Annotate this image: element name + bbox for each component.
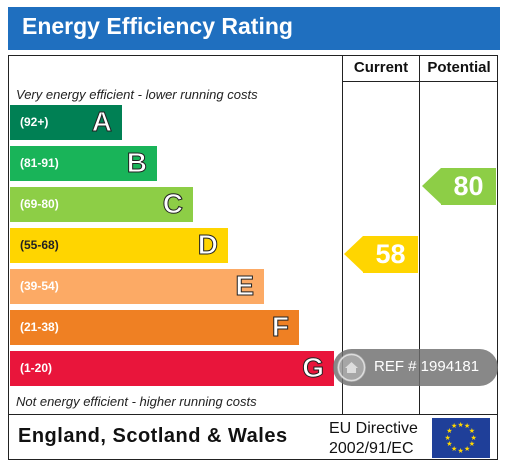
bottom-note: Not energy efficient - higher running co… — [16, 394, 257, 409]
eu-star-icon: ★ — [451, 423, 458, 431]
band-range: (92+) — [20, 115, 49, 129]
eu-star-icon: ★ — [444, 434, 451, 442]
band-range: (1-20) — [20, 361, 53, 375]
band-range: (55-68) — [20, 238, 59, 252]
band-letter: C — [162, 188, 183, 220]
eu-star-icon: ★ — [464, 445, 471, 453]
eu-star-icon: ★ — [464, 423, 471, 431]
band-g: (1-20) G — [10, 351, 334, 386]
band-d: (55-68) D — [10, 228, 228, 263]
directive-line-2: 2002/91/EC — [329, 440, 414, 457]
band-b: (81-91) B — [10, 146, 157, 181]
current-rating-value: 58 — [375, 239, 406, 269]
band-range: (21-38) — [20, 320, 59, 334]
band-e: (39-54) E — [10, 269, 264, 304]
current-rating-arrow: 58 — [344, 236, 418, 273]
band-range: (69-80) — [20, 197, 59, 211]
band-range: (81-91) — [20, 156, 59, 170]
band-letter: G — [302, 352, 325, 384]
band-letter: D — [197, 229, 218, 261]
band-c: (69-80) C — [10, 187, 193, 222]
potential-column-header: Potential — [427, 59, 491, 76]
eu-star-icon: ★ — [468, 441, 476, 448]
directive-line-1: EU Directive — [329, 420, 418, 437]
current-rating-fill — [363, 236, 418, 273]
eu-star-icon: ★ — [468, 428, 476, 435]
footer-divider — [8, 414, 498, 415]
header-divider — [342, 81, 498, 82]
title-bar: Energy Efficiency Rating — [8, 7, 500, 50]
eu-star-icon: ★ — [451, 445, 458, 453]
eu-star-icon: ★ — [446, 428, 453, 435]
band-letter: F — [271, 311, 289, 343]
eu-star-icon: ★ — [470, 434, 477, 442]
home-icon — [337, 353, 366, 382]
eu-flag-icon: ★ ★ ★ ★ ★ ★ ★ ★ ★ ★ ★ ★ — [432, 418, 490, 458]
footer-region: England, Scotland & Wales — [18, 425, 288, 447]
band-letter: E — [235, 270, 255, 302]
eu-star-icon: ★ — [457, 447, 464, 455]
column-divider-current — [342, 55, 343, 415]
rating-table — [8, 55, 498, 460]
band-letter: B — [126, 147, 147, 179]
potential-rating-arrow: 80 — [422, 168, 496, 205]
potential-rating-value: 80 — [453, 171, 484, 201]
eu-star-icon: ★ — [446, 441, 453, 448]
band-range: (39-54) — [20, 279, 59, 293]
band-letter: A — [91, 106, 112, 138]
ref-number: REF # 1994181 — [374, 358, 480, 375]
band-a: (92+) A — [10, 105, 122, 140]
potential-rating-fill — [441, 168, 496, 205]
top-note: Very energy efficient - lower running co… — [16, 87, 258, 102]
eu-star-icon: ★ — [457, 421, 464, 429]
column-divider-potential — [419, 55, 420, 415]
page-title: Energy Efficiency Rating — [22, 13, 293, 39]
current-column-header: Current — [353, 59, 409, 76]
ref-watermark: REF # 1994181 — [333, 349, 498, 386]
band-f: (21-38) F — [10, 310, 299, 345]
